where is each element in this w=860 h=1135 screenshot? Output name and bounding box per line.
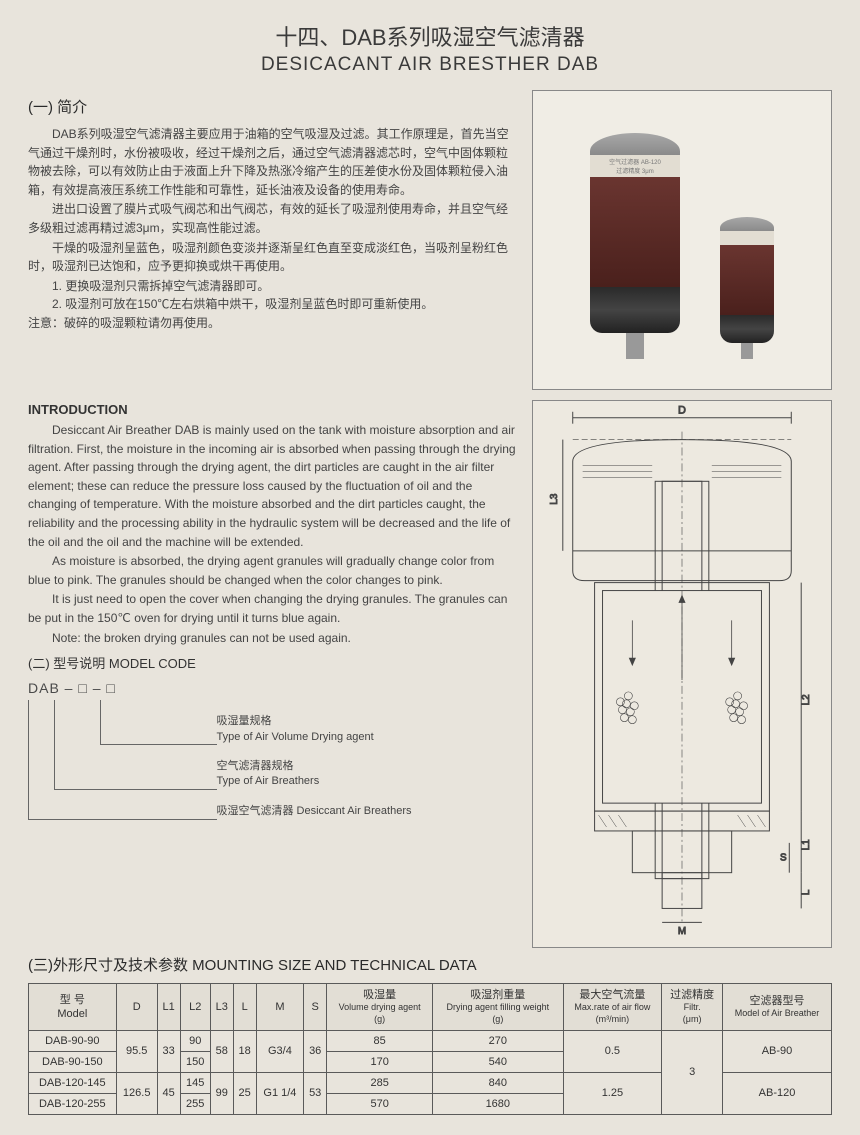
- section-1-head: (一) 简介: [28, 96, 518, 117]
- model-code-pattern: DAB – □ – □: [28, 680, 518, 696]
- model-code-branches: 吸湿量规格 Type of Air Volume Drying agent 空气滤…: [28, 700, 518, 819]
- svg-text:D: D: [678, 405, 686, 417]
- product-photo: 空气过滤器 AB-120过滤精度 3μm: [532, 90, 832, 390]
- branch-2-en: Type of Air Breathers: [217, 775, 320, 787]
- section-3-head: (三)外形尺寸及技术参数 MOUNTING SIZE AND TECHNICAL…: [28, 954, 832, 975]
- table-header-row: 型 号Model D L1 L2 L3 L M S 吸湿量Volume dryi…: [29, 984, 832, 1031]
- title-cn: 十四、DAB系列吸湿空气滤清器: [28, 20, 832, 52]
- technical-data-table: 型 号Model D L1 L2 L3 L M S 吸湿量Volume dryi…: [28, 983, 832, 1115]
- branch-2-cn: 空气滤清器规格: [217, 760, 294, 772]
- svg-text:L1: L1: [801, 839, 812, 851]
- table-row: DAB-90-90 95.5 33 90 58 18 G3/4 36 85 27…: [29, 1030, 832, 1051]
- technical-diagram: D: [532, 400, 832, 948]
- intro-en-p1: Desiccant Air Breather DAB is mainly use…: [28, 421, 518, 551]
- section-2-head: (二) 型号说明 MODEL CODE: [28, 653, 518, 672]
- intro-list-2: 2. 吸湿剂可放在150℃左右烘箱中烘干，吸湿剂呈蓝色时即可重新使用。: [52, 295, 518, 314]
- branch-3-cn: 吸湿空气滤清器 Desiccant Air Breathers: [217, 805, 412, 817]
- intro-en-note: Note: the broken drying granules can not…: [28, 629, 518, 648]
- branch-1-cn: 吸湿量规格: [217, 715, 272, 727]
- svg-text:L: L: [801, 889, 812, 895]
- svg-text:L2: L2: [801, 694, 812, 706]
- svg-text:L3: L3: [549, 493, 560, 505]
- intro-en-p3: It is just need to open the cover when c…: [28, 590, 518, 627]
- filter-large-icon: 空气过滤器 AB-120过滤精度 3μm: [590, 133, 680, 359]
- intro-cn-p3: 干燥的吸湿剂呈蓝色，吸湿剂颜色变淡并逐渐呈红色直至变成淡红色，当吸剂呈粉红色时，…: [28, 239, 518, 276]
- svg-text:S: S: [780, 853, 787, 864]
- intro-list-1: 1. 更换吸湿剂只需拆掉空气滤清器即可。: [52, 277, 518, 296]
- svg-text:M: M: [678, 926, 686, 937]
- branch-1-en: Type of Air Volume Drying agent: [217, 731, 374, 743]
- intro-cn-p1: DAB系列吸湿空气滤清器主要应用于油箱的空气吸湿及过滤。其工作原理是，首先当空气…: [28, 125, 518, 199]
- intro-cn-p2: 进出口设置了膜片式吸气阀芯和出气阀芯，有效的延长了吸湿剂使用寿命，并且空气经多级…: [28, 200, 518, 237]
- title-en: DESICACANT AIR BRESTHER DAB: [28, 54, 832, 76]
- intro-note: 注意：破碎的吸湿颗粒请勿再使用。: [28, 314, 518, 331]
- title-block: 十四、DAB系列吸湿空气滤清器 DESICACANT AIR BRESTHER …: [28, 20, 832, 76]
- intro-en-p2: As moisture is absorbed, the drying agen…: [28, 552, 518, 589]
- intro-head-en: INTRODUCTION: [28, 402, 518, 417]
- filter-small-icon: [720, 217, 774, 359]
